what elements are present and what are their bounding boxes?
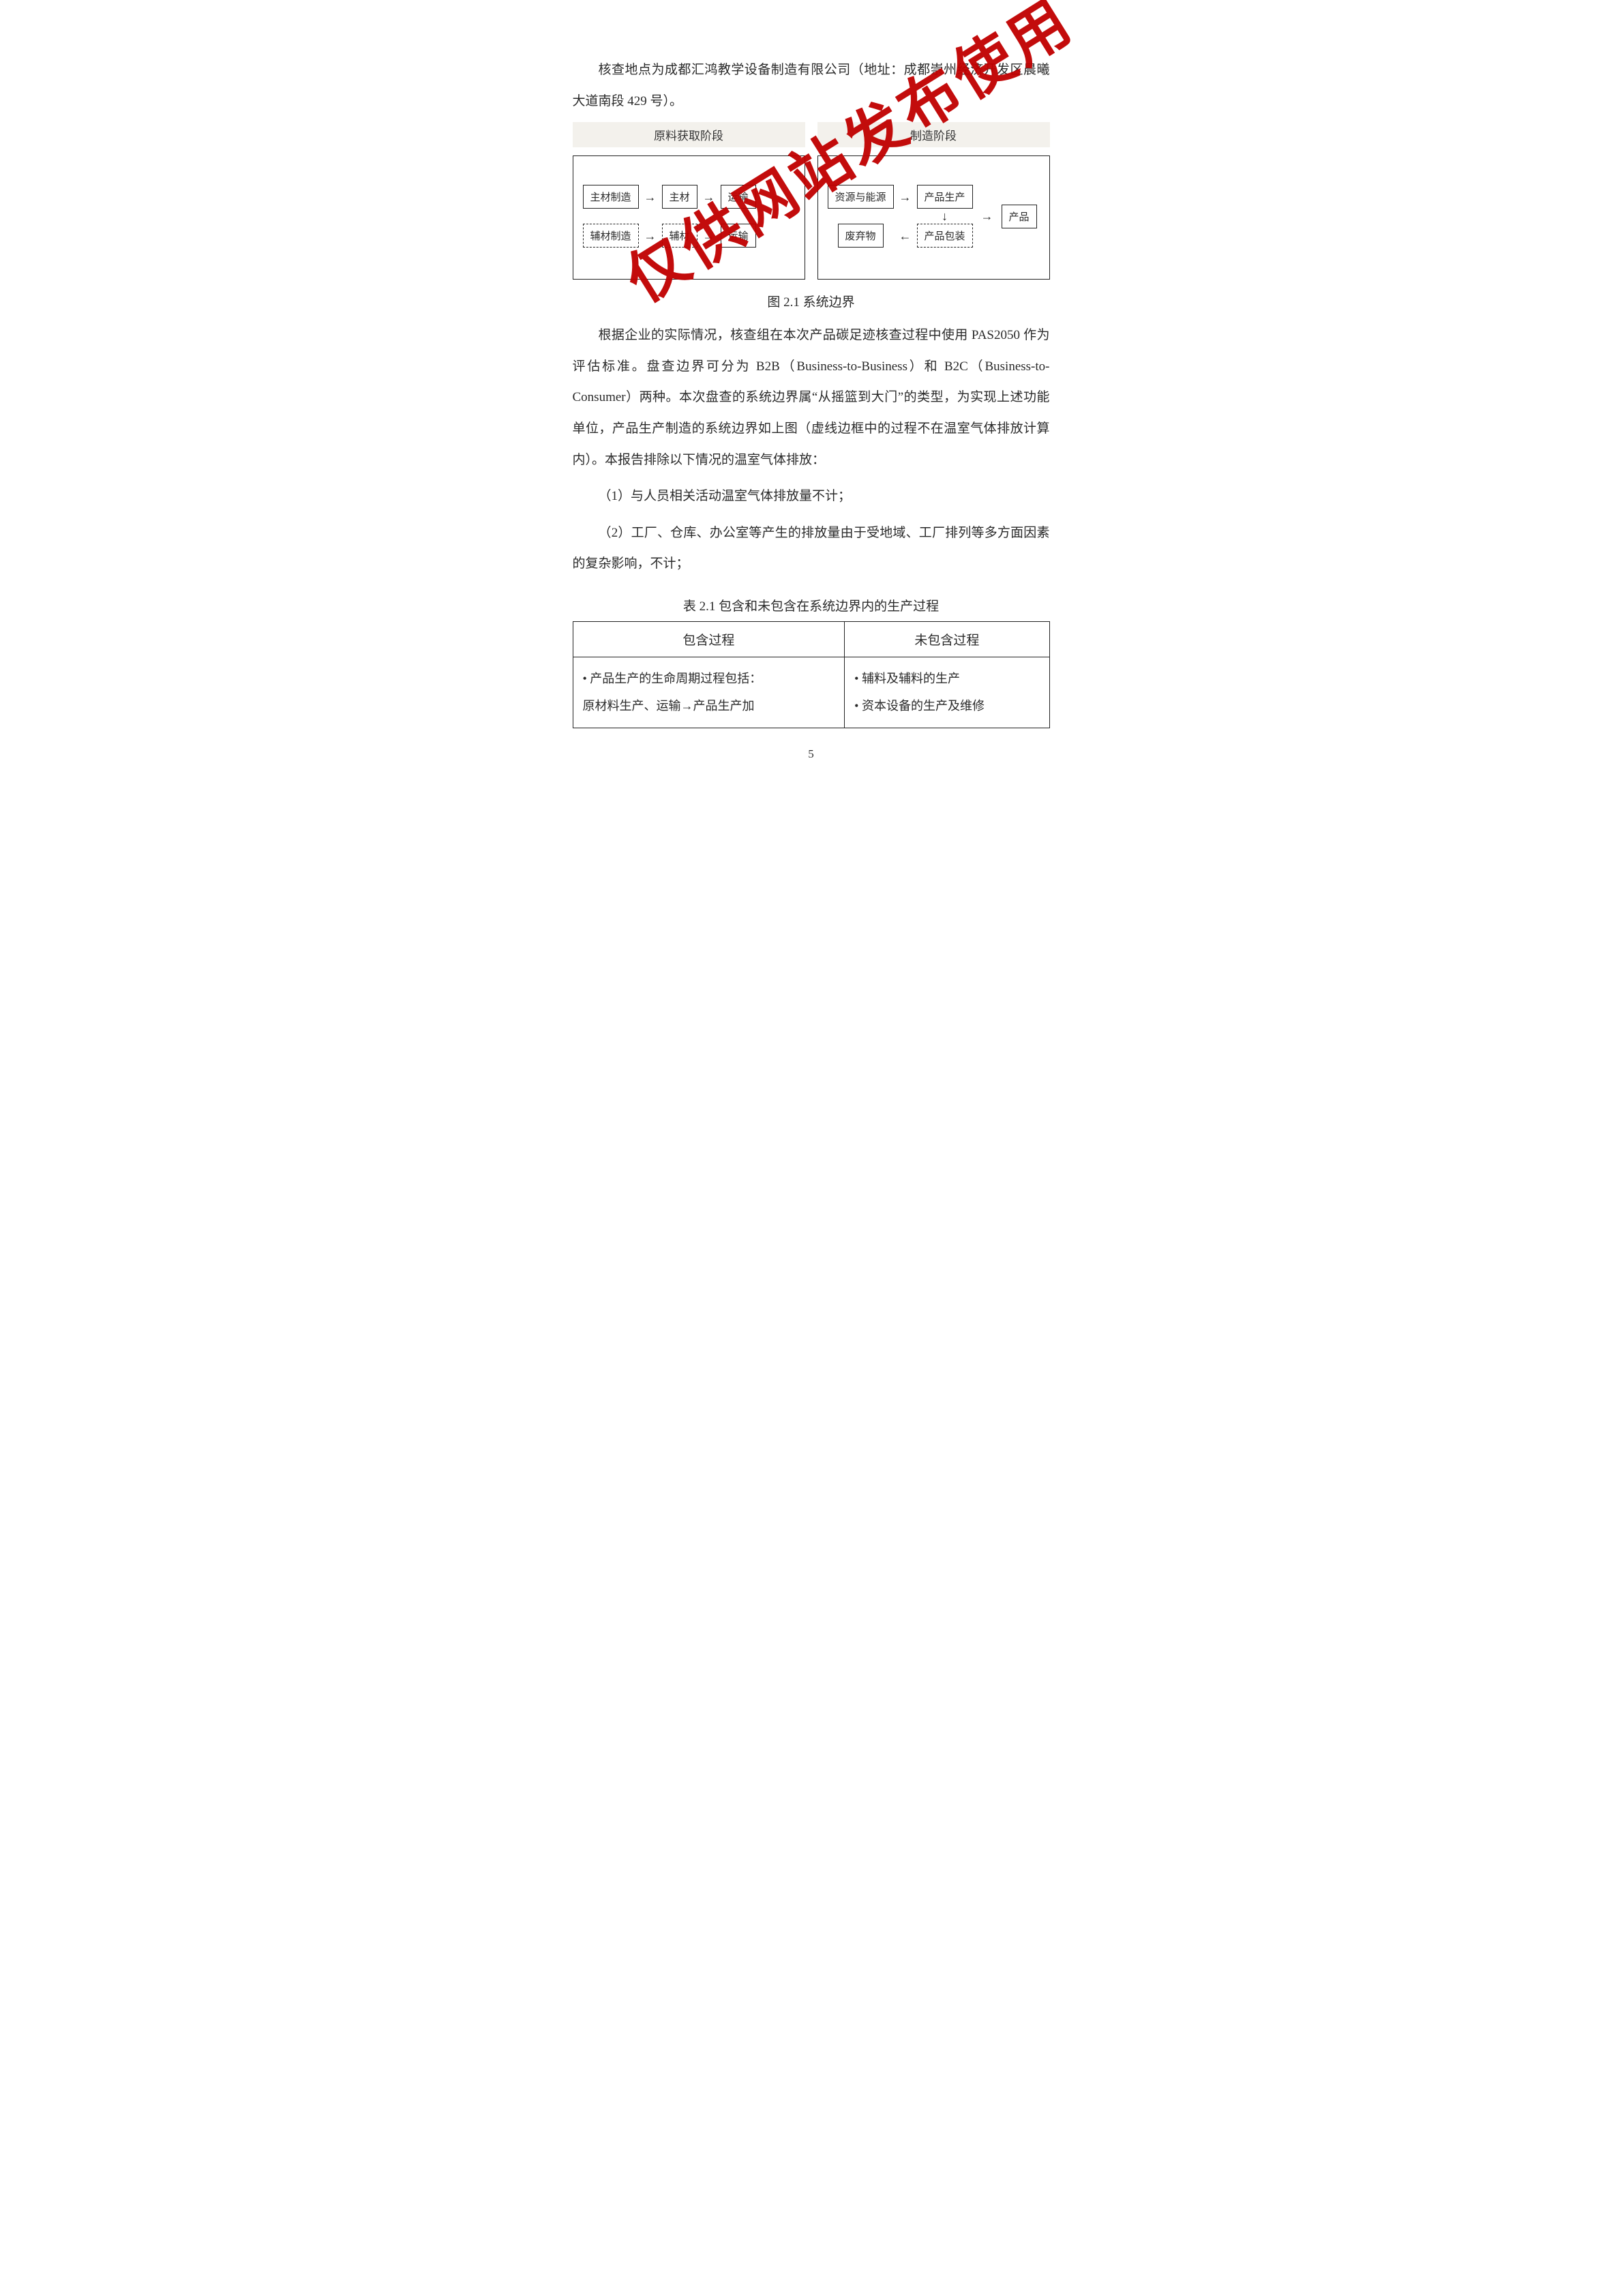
cell-line: 原材料生产、运输→产品生产加 (583, 693, 835, 720)
paragraph-2: 根据企业的实际情况，核查组在本次产品碳足迹核查过程中使用 PAS2050 作为评… (573, 320, 1050, 475)
page: 核查地点为成都汇鸿教学设备制造有限公司（地址：成都崇州经济开发区晨曦大道南段 4… (532, 0, 1091, 788)
table-header-row: 包含过程 未包含过程 (573, 621, 1049, 657)
td-included: • 产品生产的生命周期过程包括： 原材料生产、运输→产品生产加 (573, 657, 845, 728)
node-product-production: 产品生产 (917, 185, 973, 209)
arrow-right-icon: → (643, 191, 658, 203)
paragraph-1: 核查地点为成都汇鸿教学设备制造有限公司（地址：成都崇州经济开发区晨曦大道南段 4… (573, 55, 1050, 117)
node-aux-material-make: 辅材制造 (583, 224, 639, 248)
cell-line: • 辅料及辅料的生产 (854, 666, 1039, 693)
td-excluded: • 辅料及辅料的生产 • 资本设备的生产及维修 (845, 657, 1049, 728)
list-item-2: （2）工厂、仓库、办公室等产生的排放量由于受地域、工厂排列等多方面因素的复杂影响… (573, 518, 1050, 580)
stage-2-column: 制造阶段 资源与能源 → 产品生产 ↓ 废弃物 ← 产品包装 → (817, 122, 1050, 280)
stage1-row2: 辅材制造 → 辅材 → 运输 (583, 224, 795, 248)
stage2-grid: 资源与能源 → 产品生产 ↓ 废弃物 ← 产品包装 (828, 185, 973, 248)
node-waste: 废弃物 (838, 224, 884, 248)
arrow-right-icon: → (980, 210, 995, 222)
stage-2-box: 资源与能源 → 产品生产 ↓ 废弃物 ← 产品包装 → 产品 (817, 155, 1050, 280)
stage2-inner: 资源与能源 → 产品生产 ↓ 废弃物 ← 产品包装 → 产品 (828, 185, 1040, 248)
arrow-left-icon: ← (898, 230, 913, 242)
arrow-right-icon: → (702, 191, 717, 203)
stage-1-title: 原料获取阶段 (573, 122, 805, 147)
node-main-material: 主材 (662, 185, 697, 209)
arrow-down-icon: ↓ (942, 210, 948, 222)
arrow-right-icon: → (898, 191, 913, 203)
node-resource-energy: 资源与能源 (828, 185, 894, 209)
cell-line: • 产品生产的生命周期过程包括： (583, 666, 835, 693)
th-excluded: 未包含过程 (845, 621, 1049, 657)
table-caption: 表 2.1 包含和未包含在系统边界内的生产过程 (573, 596, 1050, 614)
stage-1-column: 原料获取阶段 主材制造 → 主材 → 运输 辅材制造 → 辅材 → 运输 (573, 122, 805, 280)
node-main-material-make: 主材制造 (583, 185, 639, 209)
node-product-packaging: 产品包装 (917, 224, 973, 248)
node-transport-2: 运输 (721, 224, 756, 248)
list-item-1: （1）与人员相关活动温室气体排放量不计； (573, 481, 1050, 512)
stage1-row1: 主材制造 → 主材 → 运输 (583, 185, 795, 209)
node-aux-material: 辅材 (662, 224, 697, 248)
table-row: • 产品生产的生命周期过程包括： 原材料生产、运输→产品生产加 • 辅料及辅料的… (573, 657, 1049, 728)
process-table: 包含过程 未包含过程 • 产品生产的生命周期过程包括： 原材料生产、运输→产品生… (573, 621, 1050, 728)
system-boundary-diagram: 原料获取阶段 主材制造 → 主材 → 运输 辅材制造 → 辅材 → 运输 (573, 122, 1050, 280)
th-included: 包含过程 (573, 621, 845, 657)
arrow-right-icon: → (643, 230, 658, 242)
node-product: 产品 (1002, 205, 1037, 228)
node-transport-1: 运输 (721, 185, 756, 209)
page-number: 5 (573, 747, 1050, 761)
figure-caption: 图 2.1 系统边界 (573, 292, 1050, 310)
cell-line: • 资本设备的生产及维修 (854, 693, 1039, 720)
stage-2-title: 制造阶段 (817, 122, 1050, 147)
stage-1-box: 主材制造 → 主材 → 运输 辅材制造 → 辅材 → 运输 (573, 155, 805, 280)
arrow-right-icon: → (702, 230, 717, 242)
